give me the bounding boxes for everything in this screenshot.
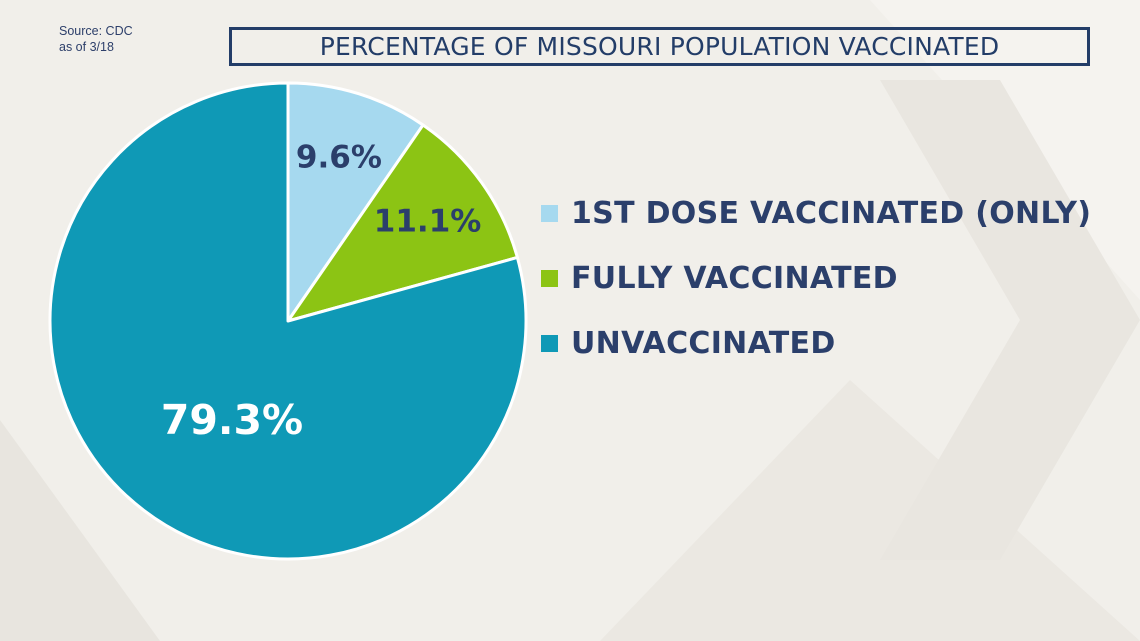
pie-slice-first-dose [286,81,425,323]
legend-item-first-dose: 1ST DOSE VACCINATED (ONLY) [541,193,1091,233]
source-note: Source: CDC as of 3/18 [59,23,133,55]
chart-title: PERCENTAGE OF MISSOURI POPULATION VACCIN… [319,32,1000,61]
pie-label-unvaccinated: 79.3% [161,396,303,444]
pie-slice-unvaccinated [48,81,528,561]
pie-label-fully-vaccinated: 11.1% [374,204,482,240]
legend-item-fully-vaccinated: FULLY VACCINATED [541,258,898,298]
source-line: Source: CDC [59,24,133,38]
legend-swatch-fully-vaccinated [541,269,558,287]
legend-label-first-dose: 1ST DOSE VACCINATED (ONLY) [571,195,1092,231]
legend-swatch-first-dose [541,204,558,222]
legend-label-unvaccinated: UNVACCINATED [571,325,836,361]
legend-label-fully-vaccinated: FULLY VACCINATED [571,260,898,296]
pie-label-first-dose: 9.6% [296,139,382,175]
legend-swatch-unvaccinated [541,334,558,352]
source-date: as of 3/18 [59,40,114,54]
legend-item-unvaccinated: UNVACCINATED [541,323,836,363]
chart-title-box: PERCENTAGE OF MISSOURI POPULATION VACCIN… [229,27,1090,66]
